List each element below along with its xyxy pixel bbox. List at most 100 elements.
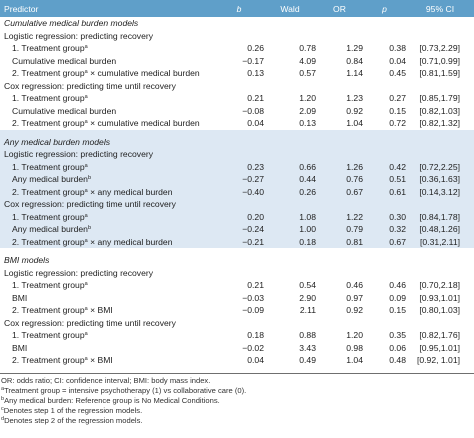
wald-cell: 0.66 (299, 161, 316, 172)
footnote-marker: a (84, 306, 88, 312)
or-cell: 1.04 (346, 355, 363, 365)
ci-cell: [0.93,1.01] (419, 292, 460, 303)
wald-cell: 2.09 (299, 105, 316, 116)
bottom-spacer (0, 366, 474, 373)
wald-cell: 0.78 (299, 43, 316, 53)
table-row: 1. Treatment groupa 0.21 0.54 0.46 0.46 [0.70… (0, 279, 474, 292)
model-title: Logistic regression: predicting recovery (4, 267, 154, 278)
wald-cell: 4.09 (299, 55, 316, 66)
footnote-marker: c (1, 406, 4, 413)
predictor-cell: 2. Treatment groupa × any medical burden (12, 186, 173, 197)
ci-cell: [0.48,1.26] (419, 224, 460, 234)
p-cell: 0.72 (389, 118, 406, 128)
section-title-row: Cumulative medical burden models (0, 17, 474, 30)
b-cell: 0.18 (247, 330, 264, 340)
footnote-marker: b (87, 225, 92, 231)
p-cell: 0.35 (389, 330, 406, 340)
or-cell: 0.84 (346, 55, 363, 66)
footnote-line: aTreatment group = intensive psychothera… (1, 385, 247, 395)
b-cell: 0.13 (247, 68, 264, 78)
table-row: 2. Treatment groupa × cumulative medical… (0, 117, 474, 130)
predictor-cell: 2. Treatment groupa × BMI (12, 305, 113, 315)
footnote-marker: a (1, 385, 5, 392)
ci-cell: [0.72,2.25] (419, 161, 460, 172)
b-cell: 0.21 (247, 280, 264, 290)
p-cell: 0.06 (389, 342, 406, 353)
or-cell: 0.81 (346, 236, 363, 247)
model-title-row: Cox regression: predicting time until re… (0, 79, 474, 92)
b-cell: −0.09 (242, 305, 264, 315)
b-cell: −0.27 (242, 174, 264, 184)
footnote-marker: a (84, 119, 88, 125)
footnote-marker: a (84, 94, 88, 100)
b-cell: 0.20 (247, 211, 264, 222)
p-cell: 0.51 (389, 174, 406, 184)
predictor-cell: Any medical burdenb (12, 224, 92, 234)
section-title: Any medical burden models (4, 136, 111, 147)
table-row: 1. Treatment groupa 0.18 0.88 1.20 0.35 [0.82… (0, 329, 474, 342)
p-cell: 0.27 (389, 93, 406, 103)
predictor-cell: BMI (12, 342, 28, 353)
footnote-marker: b (1, 395, 5, 402)
table-row: Any medical burdenb −0.24 1.00 0.79 0.32 [0.4… (0, 223, 474, 236)
table-row: 2. Treatment groupa × BMI −0.09 2.11 0.92 0.… (0, 304, 474, 317)
or-cell: 0.92 (346, 105, 363, 116)
b-cell: 0.04 (247, 355, 264, 365)
ci-cell: [0.31,2.11] (420, 236, 460, 247)
p-cell: 0.46 (389, 280, 406, 290)
header-ci: 95% CI (425, 3, 455, 14)
or-cell: 1.20 (346, 330, 363, 340)
model-title-row: Logistic regression: predicting recovery (0, 29, 474, 42)
model-title-row: Cox regression: predicting time until re… (0, 198, 474, 211)
predictor-cell: 2. Treatment groupa × cumulative medical… (12, 68, 200, 78)
header-p: p (382, 3, 387, 14)
or-cell: 0.76 (346, 174, 363, 184)
predictor-cell: 1. Treatment groupa (12, 211, 88, 222)
header-wald: Wald (280, 3, 300, 14)
p-cell: 0.15 (389, 305, 406, 315)
wald-cell: 2.90 (299, 292, 316, 303)
b-cell: −0.17 (242, 55, 264, 66)
p-cell: 0.32 (389, 224, 406, 234)
footnote-line: dDenotes step 2 of the regression models… (1, 416, 143, 426)
or-cell: 1.22 (346, 211, 363, 222)
ci-cell: [0.84,1.78] (419, 211, 460, 222)
predictor-cell: 2. Treatment groupa × BMI (12, 355, 113, 365)
predictor-cell: 2. Treatment groupa × cumulative medical… (12, 118, 200, 128)
ci-cell: [0.82,1.03] (419, 105, 460, 116)
predictor-cell: 1. Treatment groupa (12, 93, 88, 103)
ci-cell: [0.80,1.03] (419, 305, 460, 315)
or-cell: 1.26 (346, 161, 363, 172)
header-b: b (236, 3, 242, 14)
table-row: 1. Treatment groupa 0.26 0.78 1.29 0.38 [0.73… (0, 42, 474, 55)
or-cell: 0.98 (346, 342, 363, 353)
footnote-marker: a (84, 69, 88, 75)
header-predictor: Predictor (4, 3, 39, 14)
footnote-marker: a (84, 331, 88, 337)
ci-cell: [0.70,2.18] (419, 280, 460, 290)
p-cell: 0.45 (389, 68, 406, 78)
table-row: Cumulative medical burden −0.17 4.09 0.84 0.… (0, 54, 474, 67)
wald-cell: 0.44 (299, 174, 316, 184)
footnote-marker: a (84, 237, 88, 244)
predictor-cell: Cumulative medical burden (12, 105, 117, 116)
ci-cell: [0.82,1.32] (419, 118, 460, 128)
b-cell: 0.26 (247, 43, 264, 53)
header-or: OR (333, 3, 346, 14)
or-cell: 0.46 (346, 280, 363, 290)
or-cell: 0.67 (346, 186, 363, 197)
p-cell: 0.48 (389, 355, 406, 365)
b-cell: −0.24 (242, 224, 264, 234)
table-body: Cumulative medical burden models Logistic… (0, 17, 474, 373)
footnote-marker: a (84, 281, 88, 287)
b-cell: −0.02 (242, 342, 264, 353)
table-row: 2. Treatment groupa × cumulative medical… (0, 67, 474, 80)
p-cell: 0.42 (389, 161, 406, 172)
table-row: 1. Treatment groupa 0.20 1.08 1.22 0.30 [0.84… (0, 210, 474, 223)
table-footnotes: OR: odds ratio; CI: confidence interval;… (0, 372, 474, 427)
or-cell: 0.97 (346, 292, 363, 303)
b-cell: 0.23 (247, 161, 264, 172)
wald-cell: 0.26 (299, 186, 316, 197)
ci-cell: [0.81,1.59] (419, 68, 460, 78)
wald-cell: 0.54 (299, 280, 316, 290)
